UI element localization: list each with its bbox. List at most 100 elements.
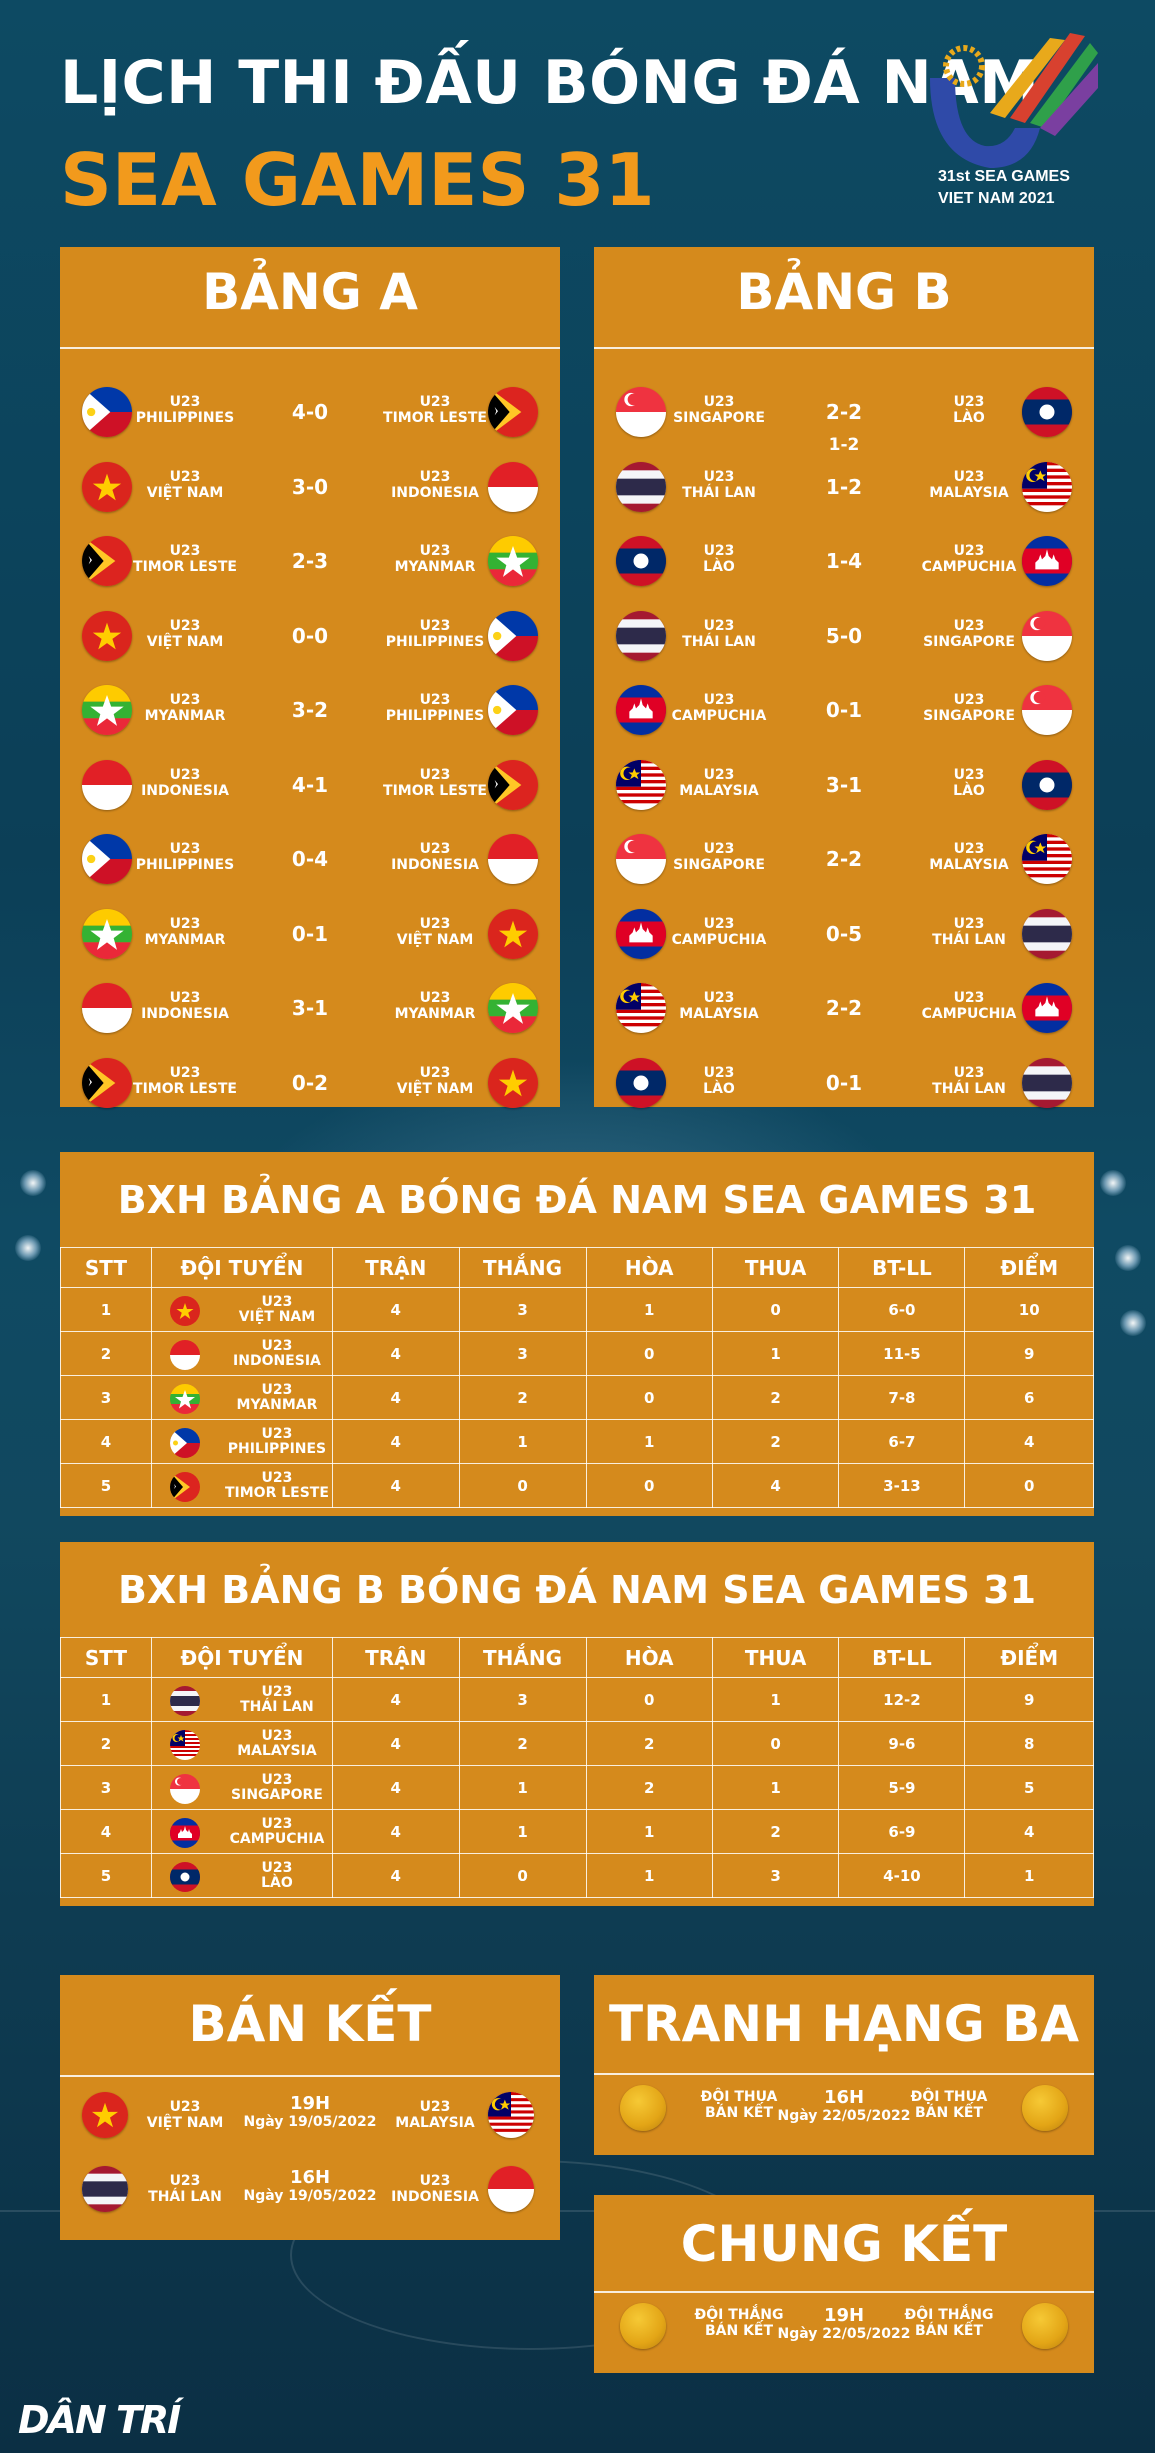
drawn-cell: 0	[585, 1463, 713, 1508]
divider	[594, 2291, 1094, 2293]
drawn-cell: 0	[585, 1331, 713, 1376]
points-cell: 6	[964, 1375, 1094, 1420]
indonesia-flag-icon	[169, 1340, 200, 1370]
page-title: LỊCH THI ĐẤU BÓNG ĐÁ NAM	[60, 48, 1040, 118]
match-score: 4-0	[291, 400, 329, 424]
played-cell: 4	[331, 1853, 460, 1898]
cambodia-flag-icon	[616, 685, 666, 735]
away-team: U23 MALAYSIA	[395, 2099, 475, 2131]
match-score: 1-4	[825, 549, 863, 573]
column-header: THUA	[711, 1637, 840, 1678]
team-cell: U23 VIỆT NAM	[150, 1287, 333, 1332]
team-cell: U23 SINGAPORE	[150, 1765, 333, 1810]
away-team: U23 MYANMAR	[394, 543, 476, 575]
laos-flag-icon	[169, 1862, 200, 1892]
semifinal-title: BÁN KẾT	[188, 1995, 432, 2053]
away-team: U23 INDONESIA	[391, 841, 479, 873]
home-team: U23 THÁI LAN	[682, 468, 756, 501]
table-row: 4 U23 CAMPUCHIA 4 1 1 2 6-9 4	[60, 1809, 1094, 1854]
points-cell: 9	[964, 1331, 1094, 1376]
singapore-flag-icon	[1022, 610, 1072, 661]
away-team: U23 MYANMAR	[394, 990, 476, 1022]
won-cell: 3	[458, 1331, 587, 1376]
team-label: ĐỘI THUA BÁN KẾT	[700, 2089, 778, 2121]
final-panel: CHUNG KẾT ĐỘI THẮNG BÁN KẾT 19H Ngày 22/05…	[594, 2195, 1094, 2373]
match-score: 2-2	[825, 847, 863, 871]
won-cell: 3	[458, 1287, 587, 1332]
team-name: U23 THÁI LAN	[240, 1683, 314, 1715]
lost-cell: 1	[711, 1765, 840, 1810]
played-cell: 4	[331, 1809, 460, 1854]
table-row: 1 U23 THÁI LAN 4 3 0 1 12-2 9	[60, 1677, 1094, 1722]
table-row: 2 U23 INDONESIA 4 3 0 1 11-5 9	[60, 1331, 1094, 1376]
won-cell: 0	[458, 1853, 587, 1898]
match-row: U23 CAMPUCHIA 0-1 U23 SINGAPORE	[594, 680, 1094, 740]
team-cell: U23 PHILIPPINES	[150, 1419, 333, 1464]
away-team: U23 PHILIPPINES	[385, 617, 485, 650]
timor-leste-flag-icon	[488, 759, 538, 810]
team-name: U23 CAMPUCHIA	[229, 1815, 325, 1847]
home-team: U23 MALAYSIA	[679, 990, 759, 1022]
home-team: U23 TIMOR LESTE	[133, 543, 237, 575]
thailand-flag-icon	[169, 1686, 200, 1716]
match-row: U23 TIMOR LESTE 2-3 U23 MYANMAR	[60, 531, 560, 591]
match-row: U23 SINGAPORE 2-2 U23 LÀO	[594, 382, 1094, 442]
match-row: U23 THÁI LAN 16H Ngày 19/05/2022 U23 INDONESI…	[60, 2161, 560, 2221]
home-team: U23 MYANMAR	[144, 692, 226, 724]
team-cell: U23 MALAYSIA	[150, 1721, 333, 1766]
standings-b-panel: BXH BẢNG B BÓNG ĐÁ NAM SEA GAMES 31 STT Đ…	[60, 1542, 1094, 1906]
thailand-flag-icon	[1022, 1057, 1072, 1108]
team-label: ĐỘI THUA BÁN KẾT	[910, 2089, 988, 2121]
column-header: ĐIỂM	[964, 1247, 1094, 1288]
indonesia-flag-icon	[488, 2166, 534, 2212]
match-score: 2-2	[825, 996, 863, 1020]
singapore-flag-icon	[1022, 685, 1072, 735]
table-row: 5 U23 LÀO 4 0 1 3 4-10 1	[60, 1853, 1094, 1898]
malaysia-flag-icon	[1022, 834, 1072, 884]
away-team: U23 VIỆT NAM	[396, 1064, 474, 1097]
home-team: U23 TIMOR LESTE	[133, 1064, 237, 1097]
team-name: U23 PHILIPPINES	[227, 1425, 327, 1457]
home-team: U23 PHILIPPINES	[135, 394, 235, 426]
column-header: STT	[60, 1247, 152, 1288]
vietnam-flag-icon	[82, 610, 132, 661]
played-cell: 4	[331, 1331, 460, 1376]
group-a-panel: BẢNG A U23 PHILIPPINES 4-0 U23 TIMOR LESTE U2…	[60, 247, 560, 1108]
away-team: U23 THÁI LAN	[932, 1064, 1006, 1097]
laos-flag-icon	[1022, 759, 1072, 810]
column-header: ĐIỂM	[964, 1637, 1094, 1678]
goals-cell: 6-0	[838, 1287, 966, 1332]
gold-medal-icon	[1022, 2303, 1068, 2349]
column-header: ĐỘI TUYỂN	[150, 1247, 333, 1288]
column-header: HÒA	[585, 1247, 713, 1288]
match-time: 16H Ngày 19/05/2022	[243, 2167, 377, 2204]
played-cell: 4	[331, 1375, 460, 1420]
goals-cell: 11-5	[838, 1331, 966, 1376]
myanmar-flag-icon	[169, 1384, 200, 1414]
match-row: U23 MYANMAR 3-2 U23 PHILIPPINES	[60, 680, 560, 740]
match-score: 0-1	[291, 921, 329, 946]
column-header: TRẬN	[331, 1247, 460, 1288]
match-row: U23 THÁI LAN 5-0 U23 SINGAPORE	[594, 606, 1094, 666]
timor-leste-flag-icon	[82, 1057, 132, 1108]
vietnam-flag-icon	[488, 1057, 538, 1108]
match-score: 0-1	[825, 698, 863, 722]
malaysia-flag-icon	[488, 2092, 534, 2138]
goals-cell: 4-10	[838, 1853, 966, 1898]
indonesia-flag-icon	[488, 834, 538, 884]
match-score: 2-3	[291, 549, 329, 573]
semifinal-panel: BÁN KẾT U23 VIỆT NAM 19H Ngày 19/05/2022 U23…	[60, 1975, 560, 2240]
thailand-flag-icon	[1022, 908, 1072, 959]
won-cell: 0	[458, 1463, 587, 1508]
match-score: 3-0	[291, 474, 329, 499]
column-header: BT-LL	[838, 1637, 966, 1678]
table-row: 4 U23 PHILIPPINES 4 1 1 2 6-7 4	[60, 1419, 1094, 1464]
match-time: 19H Ngày 22/05/2022	[777, 2305, 911, 2342]
lost-cell: 1	[711, 1331, 840, 1376]
match-row: U23 LÀO 1-4 U23 CAMPUCHIA	[594, 531, 1094, 591]
timor-leste-flag-icon	[488, 387, 538, 437]
lost-cell: 2	[711, 1419, 840, 1464]
final-title: CHUNG KẾT	[680, 2215, 1008, 2273]
match-row: U23 THÁI LAN 1-2 U23 MALAYSIA	[594, 457, 1094, 517]
drawn-cell: 0	[585, 1677, 713, 1722]
